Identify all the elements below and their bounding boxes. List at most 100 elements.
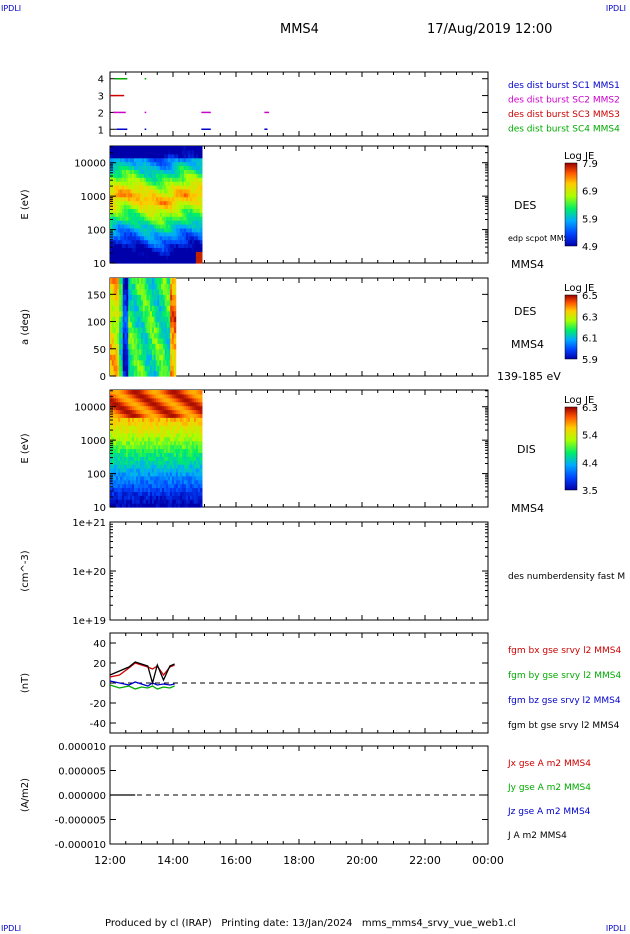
dis-energy-cell [177, 475, 181, 481]
des-energy-cell [125, 247, 129, 252]
dis-energy-cell [143, 475, 147, 481]
des-pitch-cell [122, 294, 126, 301]
des-energy-cell [115, 235, 119, 241]
dis-energy-cell [131, 429, 135, 434]
des-pitch-cell [117, 327, 120, 334]
panel-6-ylabel: (A/m2) [20, 778, 31, 812]
dis-energy-cell [193, 479, 197, 485]
des-energy-cell [179, 192, 183, 198]
dis-energy-cell [127, 479, 131, 485]
dis-energy-cell [197, 413, 201, 418]
des-energy-cell [111, 161, 115, 167]
dis-energy-cell [163, 448, 167, 453]
des-energy-cell [117, 169, 121, 174]
des-energy-cell [149, 146, 153, 151]
des-energy-cell [157, 235, 161, 241]
dis-energy-cell [127, 487, 131, 492]
des-energy-cell [129, 161, 133, 167]
des-energy-cell [145, 185, 149, 190]
dis-energy-cell [127, 432, 131, 438]
des-pitch-cell [124, 288, 128, 295]
des-energy-cell [111, 149, 115, 155]
dis-energy-cell [175, 471, 179, 477]
dis-energy-cell [127, 421, 131, 426]
des-energy-cell [153, 153, 157, 159]
dis-energy-cell [191, 487, 195, 492]
des-energy-cell [145, 216, 149, 221]
des-pitch-cell [153, 348, 157, 355]
dis-energy-cell [187, 401, 191, 407]
des-energy-cell [153, 243, 157, 248]
des-energy-cell [125, 255, 129, 260]
dis-energy-cell [145, 495, 149, 500]
des-energy-cell [171, 169, 175, 174]
dis-energy-cell [115, 393, 119, 399]
des-energy-cell [185, 181, 189, 186]
dis-energy-cell [123, 464, 127, 469]
dis-energy-cell [111, 429, 115, 434]
des-energy-cell [141, 200, 145, 206]
dis-energy-cell [110, 468, 113, 473]
des-energy-cell [147, 169, 151, 174]
dis-energy-cell [177, 397, 181, 403]
dis-energy-cell [165, 417, 169, 422]
des-pitch-cell [124, 305, 128, 312]
des-energy-cell [171, 173, 175, 178]
dis-energy-cell [131, 417, 135, 422]
des-energy-cell [113, 200, 117, 206]
des-pitch-cell [170, 321, 173, 328]
des-pitch-cell [115, 316, 118, 323]
des-energy-cell [131, 204, 135, 209]
des-pitch-cell [119, 343, 122, 350]
dis-energy-cell [121, 405, 125, 411]
des-pitch-cell [166, 310, 169, 317]
des-pitch-cell [135, 299, 138, 306]
des-energy-cell [187, 173, 191, 178]
dis-energy-cell [139, 397, 143, 403]
dis-energy-cell [149, 417, 153, 422]
dis-energy-cell [121, 432, 125, 438]
dis-energy-cell [165, 405, 169, 411]
des-energy-cell [155, 157, 159, 163]
des-pitch-cell [115, 283, 118, 290]
des-energy-cell [135, 216, 139, 221]
des-energy-cell [117, 224, 121, 229]
dis-energy-cell [169, 421, 173, 426]
des-pitch-cell [168, 359, 171, 366]
dis-energy-cell [191, 390, 195, 395]
dis-energy-cell [153, 436, 157, 442]
dis-energy-cell [115, 452, 119, 457]
panel-2-colorbar-tick-label: 6.5 [582, 291, 598, 302]
des-energy-cell [187, 204, 191, 209]
dis-energy-cell [179, 432, 183, 438]
des-energy-cell [173, 220, 177, 225]
des-energy-cell [173, 165, 177, 170]
des-energy-cell [165, 247, 169, 252]
des-energy-cell [189, 153, 193, 159]
des-energy-cell [131, 173, 135, 178]
des-energy-cell [195, 181, 199, 186]
dis-energy-cell [167, 413, 171, 418]
des-pitch-cell [124, 343, 128, 350]
dis-energy-cell [121, 479, 125, 485]
dis-energy-cell [127, 475, 131, 481]
dis-energy-cell [183, 409, 187, 414]
des-pitch-cell [150, 316, 153, 323]
des-energy-cell [133, 153, 137, 159]
des-energy-cell [129, 204, 133, 209]
des-energy-cell [171, 204, 175, 209]
des-energy-cell [157, 220, 161, 225]
dis-energy-cell [145, 390, 149, 395]
des-energy-cell [111, 188, 115, 194]
des-energy-cell [185, 239, 189, 245]
dis-energy-cell [133, 409, 137, 414]
dis-energy-cell [185, 487, 189, 492]
dis-energy-cell [115, 425, 119, 430]
des-pitch-cell [144, 332, 148, 339]
dis-energy-cell [121, 491, 125, 496]
des-energy-cell [121, 227, 125, 233]
dis-energy-cell [187, 483, 191, 489]
des-energy-cell [123, 185, 127, 190]
dis-energy-cell [151, 444, 155, 450]
des-energy-cell [143, 251, 147, 256]
